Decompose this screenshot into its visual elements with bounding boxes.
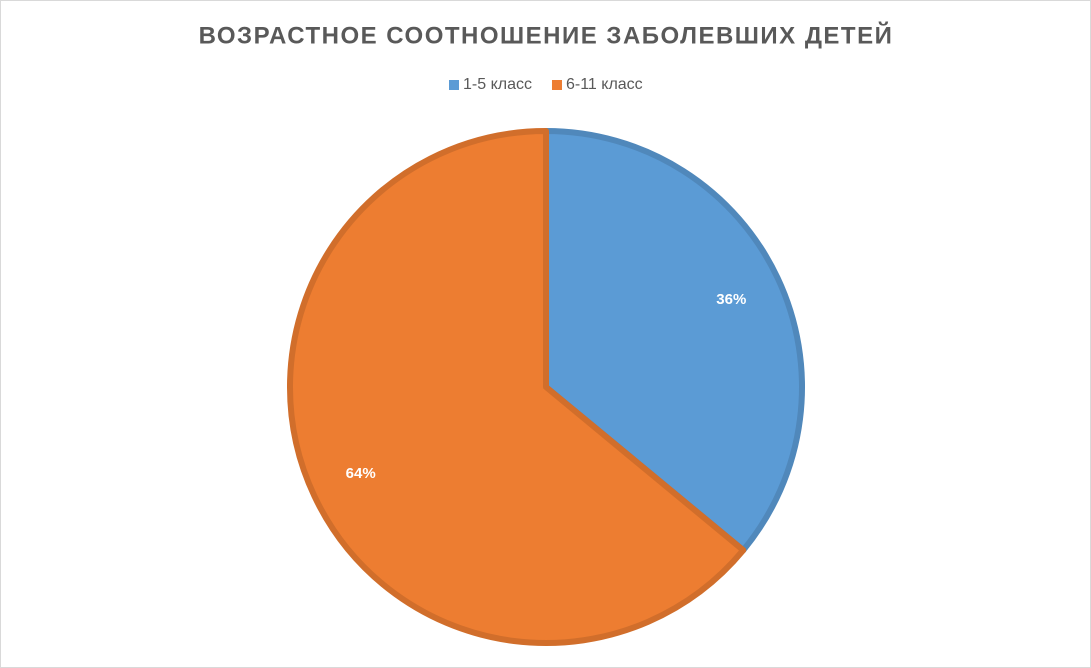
pie-slice — [543, 128, 805, 554]
chart-title: ВОЗРАСТНОЕ СООТНОШЕНИЕ ЗАБОЛЕВШИХ ДЕТЕЙ — [199, 21, 894, 49]
legend-swatch — [551, 80, 562, 90]
data-label: 64% — [346, 465, 376, 482]
legend-label: 6-11 класс — [566, 76, 643, 93]
pie-slice — [287, 128, 747, 646]
legend-label: 1-5 класс — [463, 76, 532, 93]
legend-swatch — [449, 80, 459, 90]
data-label: 36% — [716, 291, 746, 308]
